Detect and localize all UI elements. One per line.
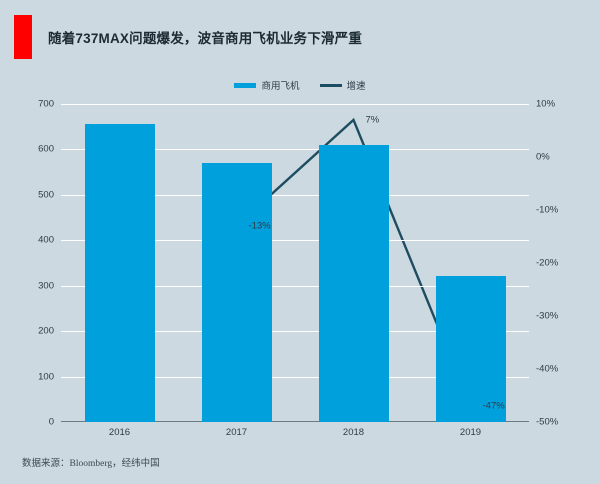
y-axis-right-tick: -20% [536, 257, 559, 269]
gridline [61, 331, 529, 333]
legend-label-line: 增速 [346, 81, 366, 92]
x-axis-label-2019: 2019 [459, 427, 482, 438]
y-axis-left-tick: 300 [38, 280, 54, 292]
y-axis-left-tick: 200 [38, 325, 54, 337]
y-axis-left-tick: 500 [38, 189, 54, 201]
legend-swatch-bar-icon [234, 82, 257, 88]
y-axis-right-tick: -40% [536, 363, 559, 375]
bar-2016 [84, 124, 155, 422]
gridline [61, 240, 529, 242]
y-axis-right-tick: 10% [536, 98, 556, 110]
page-title: 随着737MAX问题爆发，波音商用飞机业务下滑严重 [48, 31, 363, 46]
y-axis-left: 0 100 200 300 400 500 600 700 [14, 99, 54, 428]
y-axis-right-tick: -10% [536, 204, 559, 216]
gridline [61, 104, 529, 105]
legend-item-bars: 商用飞机 [234, 78, 300, 92]
y-axis-left-tick: 0 [48, 416, 54, 428]
legend-swatch-line-icon [319, 83, 342, 87]
growth-line-series [235, 117, 472, 407]
y-axis-left-tick: 600 [38, 143, 54, 155]
legend-item-line: 增速 [319, 78, 366, 92]
x-axis-labels: 2016 2017 2018 2019 [61, 427, 529, 443]
legend-label-bars: 商用飞机 [261, 81, 300, 92]
bar-2018 [318, 144, 389, 422]
y-axis-right: 10% 0% -10% -20% -30% -40% -50% [536, 99, 586, 428]
source-note: 数据来源：Bloomberg，经纬中国 [22, 459, 160, 469]
y-axis-left-tick: 700 [38, 98, 54, 110]
line-point-label-2019: -47% [482, 400, 505, 412]
plot-area: -13% 7% -47% [61, 104, 529, 422]
title-accent-bar [14, 15, 32, 59]
x-axis-label-2016: 2016 [108, 427, 131, 438]
y-axis-right-tick: 0% [536, 151, 550, 163]
y-axis-left-tick: 100 [38, 371, 54, 383]
x-axis-line [61, 421, 529, 422]
gridline [61, 194, 529, 196]
y-axis-right-tick: -30% [536, 310, 559, 322]
gridline [61, 285, 529, 287]
gridline [61, 149, 529, 151]
bar-2017 [201, 163, 272, 422]
x-axis-label-2017: 2017 [225, 427, 248, 438]
gridline [61, 376, 529, 378]
y-axis-left-tick: 400 [38, 234, 54, 246]
line-point-label-2017: -13% [248, 220, 271, 232]
x-axis-label-2018: 2018 [342, 427, 365, 438]
chart-legend: 商用飞机 增速 [0, 78, 600, 92]
y-axis-right-tick: -50% [536, 416, 559, 428]
chart-title-row: 随着737MAX问题爆发，波音商用飞机业务下滑严重 [0, 15, 600, 59]
bar-2019 [435, 275, 506, 422]
line-point-label-2018: 7% [365, 114, 380, 126]
